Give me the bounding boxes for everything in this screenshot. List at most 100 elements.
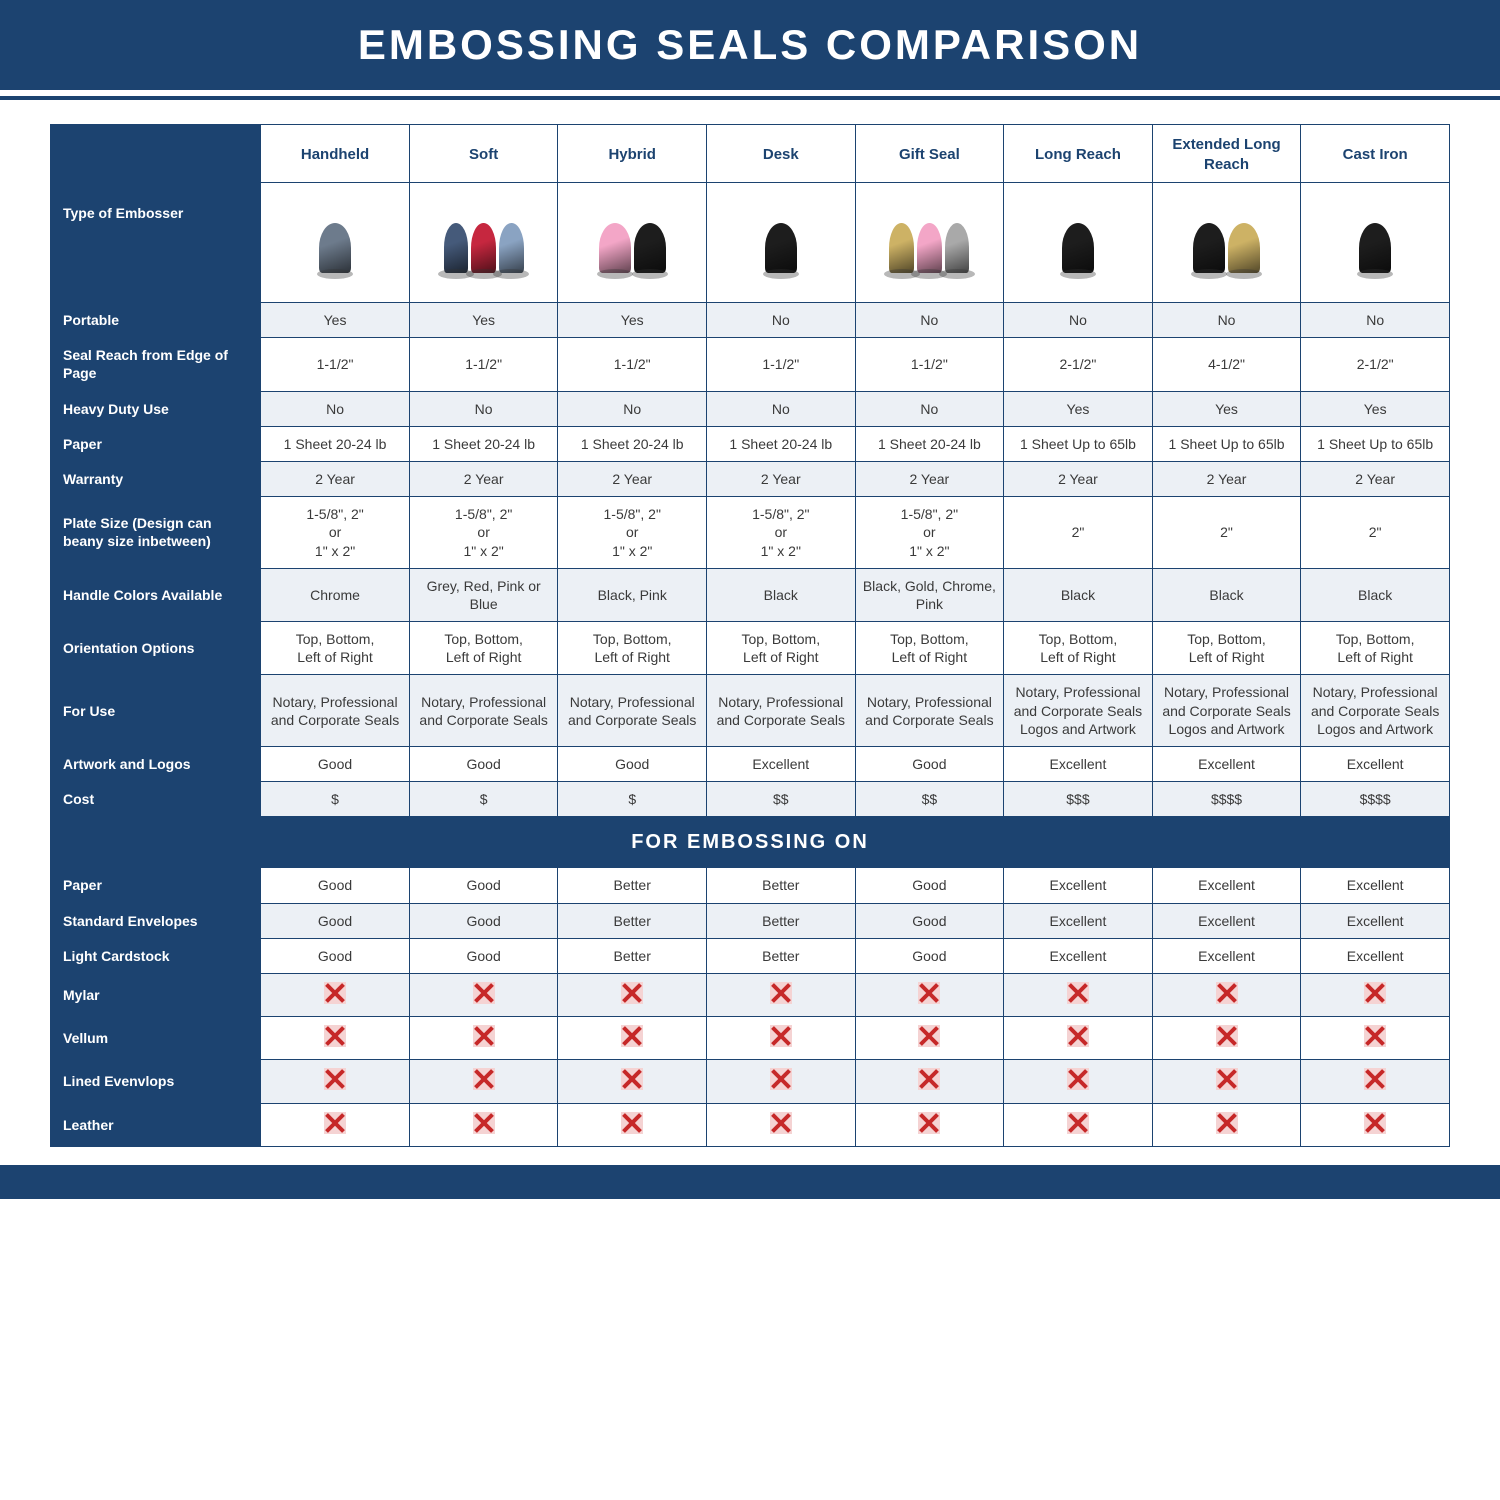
table-cell: Good: [409, 938, 558, 973]
table-cell: Yes: [558, 303, 707, 338]
table-cell: Excellent: [1152, 868, 1301, 903]
table-cell: 2 Year: [558, 461, 707, 496]
table-cell: $: [558, 782, 707, 817]
not-supported-icon: [1067, 1025, 1089, 1047]
table-cell: [1301, 1060, 1450, 1103]
column-header: Handheld: [261, 125, 410, 183]
not-supported-icon: [324, 1112, 346, 1134]
not-supported-icon: [918, 1025, 940, 1047]
table-cell: $$$: [1004, 782, 1153, 817]
table-cell: Good: [558, 747, 707, 782]
table-cell: 1-5/8", 2"or1" x 2": [261, 497, 410, 569]
table-cell: Better: [558, 903, 707, 938]
table-cell: [1301, 1103, 1450, 1146]
table-cell: 1 Sheet Up to 65lb: [1004, 426, 1153, 461]
table-cell: Top, Bottom,Left of Right: [1301, 622, 1450, 675]
table-cell: [409, 973, 558, 1016]
not-supported-icon: [770, 1112, 792, 1134]
table-cell: Excellent: [1301, 868, 1450, 903]
table-cell: Yes: [1004, 391, 1153, 426]
table-cell: [1004, 1103, 1153, 1146]
embosser-icon: [1193, 223, 1225, 273]
embosser-icon: [1359, 223, 1391, 273]
table-cell: Notary, Professional and Corporate Seals: [707, 675, 856, 747]
table-cell: [1152, 973, 1301, 1016]
embosser-icon: [945, 223, 970, 273]
row-label: Artwork and Logos: [51, 747, 261, 782]
table-cell: Notary, Professional and Corporate Seals: [409, 675, 558, 747]
table-cell: 1 Sheet Up to 65lb: [1152, 426, 1301, 461]
row-label: Paper: [51, 426, 261, 461]
table-cell: [855, 1017, 1004, 1060]
product-image-cell: [409, 183, 558, 303]
table-cell: Yes: [261, 303, 410, 338]
table-cell: 1 Sheet 20-24 lb: [409, 426, 558, 461]
table-cell: Better: [707, 903, 856, 938]
table-cell: 1-1/2": [558, 338, 707, 391]
table-cell: [707, 1103, 856, 1146]
table-cell: 2-1/2": [1301, 338, 1450, 391]
row-label: Vellum: [51, 1017, 261, 1060]
not-supported-icon: [324, 1068, 346, 1090]
embosser-icon: [499, 223, 524, 273]
table-cell: 2 Year: [707, 461, 856, 496]
not-supported-icon: [770, 1068, 792, 1090]
table-cell: Grey, Red, Pink or Blue: [409, 568, 558, 621]
not-supported-icon: [918, 1112, 940, 1134]
table-cell: Good: [855, 938, 1004, 973]
table-cell: [855, 1103, 1004, 1146]
table-cell: 2 Year: [1152, 461, 1301, 496]
table-cell: Excellent: [1004, 747, 1153, 782]
footer-bar: [0, 1165, 1500, 1199]
table-cell: No: [855, 391, 1004, 426]
table-cell: Good: [261, 903, 410, 938]
table-cell: [707, 1060, 856, 1103]
table-cell: Excellent: [1301, 903, 1450, 938]
not-supported-icon: [918, 982, 940, 1004]
not-supported-icon: [1216, 1068, 1238, 1090]
not-supported-icon: [1216, 982, 1238, 1004]
not-supported-icon: [1216, 1025, 1238, 1047]
table-cell: [409, 1060, 558, 1103]
table-cell: [558, 1060, 707, 1103]
table-cell: Notary, Professional and Corporate Seals…: [1004, 675, 1153, 747]
row-label: For Use: [51, 675, 261, 747]
table-cell: 2": [1152, 497, 1301, 569]
row-label: Cost: [51, 782, 261, 817]
not-supported-icon: [1067, 1112, 1089, 1134]
not-supported-icon: [770, 982, 792, 1004]
not-supported-icon: [770, 1025, 792, 1047]
not-supported-icon: [1067, 1068, 1089, 1090]
table-cell: 1 Sheet 20-24 lb: [707, 426, 856, 461]
table-cell: Good: [409, 747, 558, 782]
table-cell: [855, 973, 1004, 1016]
not-supported-icon: [918, 1068, 940, 1090]
table-cell: Notary, Professional and Corporate Seals: [855, 675, 1004, 747]
product-image-cell: [558, 183, 707, 303]
table-cell: Top, Bottom,Left of Right: [1152, 622, 1301, 675]
table-cell: [1301, 1017, 1450, 1060]
table-cell: [1004, 1060, 1153, 1103]
table-cell: Better: [558, 868, 707, 903]
not-supported-icon: [1216, 1112, 1238, 1134]
table-cell: Black: [1004, 568, 1153, 621]
table-cell: Good: [855, 747, 1004, 782]
table-cell: $$$$: [1152, 782, 1301, 817]
table-cell: Notary, Professional and Corporate Seals…: [1152, 675, 1301, 747]
table-cell: [409, 1103, 558, 1146]
row-label: Handle Colors Available: [51, 568, 261, 621]
row-label: Plate Size (Design can beany size inbetw…: [51, 497, 261, 569]
table-cell: Excellent: [1004, 903, 1153, 938]
table-cell: 2 Year: [855, 461, 1004, 496]
table-cell: $$: [707, 782, 856, 817]
table-cell: Top, Bottom,Left of Right: [855, 622, 1004, 675]
table-cell: [558, 1103, 707, 1146]
table-cell: 2 Year: [1004, 461, 1153, 496]
row-label: Standard Envelopes: [51, 903, 261, 938]
not-supported-icon: [324, 982, 346, 1004]
row-label: Light Cardstock: [51, 938, 261, 973]
row-label: Mylar: [51, 973, 261, 1016]
table-cell: Good: [261, 747, 410, 782]
table-cell: [1152, 1103, 1301, 1146]
table-cell: Better: [558, 938, 707, 973]
